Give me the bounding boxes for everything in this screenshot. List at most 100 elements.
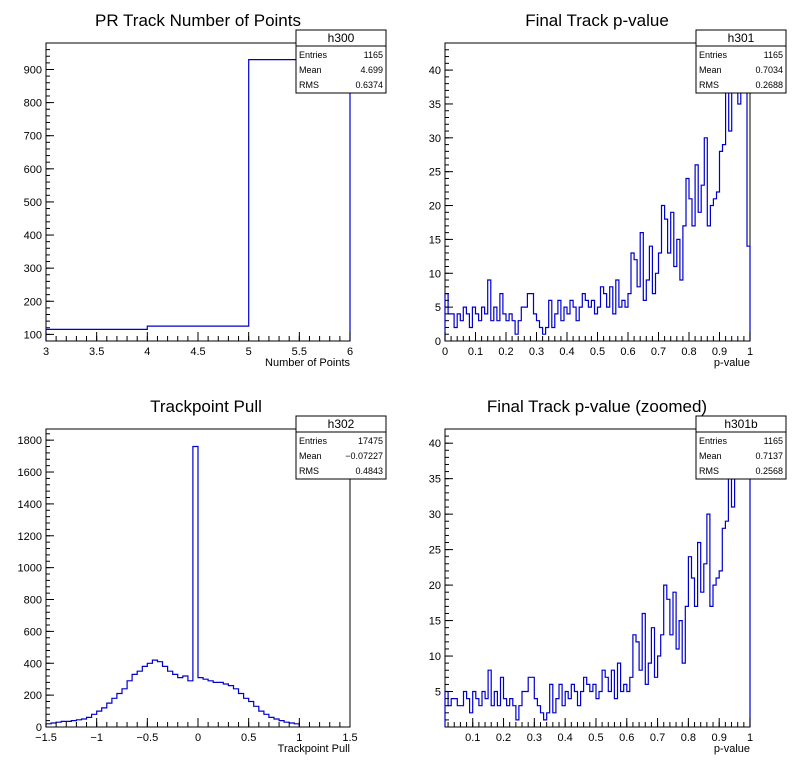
y-tick-label: 15 [429, 616, 441, 628]
y-tick-label: 40 [429, 438, 441, 450]
x-tick-label: 0.5 [588, 732, 603, 744]
stats-key: Entries [699, 50, 728, 60]
stats-key: RMS [299, 466, 319, 476]
y-tick-label: 20 [429, 580, 441, 592]
stats-key: RMS [299, 80, 319, 90]
y-tick-label: 0 [36, 722, 42, 734]
y-tick-label: 25 [429, 167, 441, 179]
stats-box-name: h301b [724, 417, 758, 431]
chart-title: Final Track p-value (zoomed) [487, 397, 707, 416]
chart-title: PR Track Number of Points [95, 11, 301, 30]
x-tick-label: 1 [296, 732, 302, 744]
y-tick-label: 35 [429, 474, 441, 486]
y-tick-label: 200 [24, 690, 42, 702]
x-tick-label: 0.3 [527, 732, 542, 744]
y-tick-label: 500 [24, 197, 42, 209]
x-tick-label: 3.5 [89, 346, 104, 358]
x-tick-label: 0.7 [651, 346, 666, 358]
stats-key: Entries [699, 436, 728, 446]
stats-value: 0.6374 [355, 80, 383, 90]
x-tick-label: 0.8 [681, 732, 696, 744]
x-axis-label: Trackpoint Pull [278, 743, 350, 755]
y-tick-label: 600 [24, 626, 42, 638]
y-tick-label: 1000 [18, 563, 42, 575]
y-tick-label: 35 [429, 99, 441, 111]
stats-key: Entries [299, 50, 328, 60]
y-tick-label: 25 [429, 545, 441, 557]
y-tick-label: 5 [435, 687, 441, 699]
stats-value: 0.2568 [755, 466, 783, 476]
y-tick-label: 300 [24, 263, 42, 275]
x-tick-label: 0.2 [498, 346, 513, 358]
x-tick-label: 0.6 [620, 346, 635, 358]
y-tick-label: 800 [24, 98, 42, 110]
x-tick-label: 1 [747, 732, 753, 744]
stats-value: 17475 [358, 436, 383, 446]
stats-value: 1165 [764, 436, 783, 446]
stats-box-name: h302 [328, 417, 355, 431]
stats-value: 0.7034 [755, 65, 783, 75]
histogram-series [444, 442, 751, 727]
y-tick-label: 1200 [18, 531, 42, 543]
stats-key: RMS [699, 80, 719, 90]
y-tick-label: 5 [435, 302, 441, 314]
x-tick-label: 0.5 [590, 346, 605, 358]
y-tick-label: 800 [24, 595, 42, 607]
x-axis-label: p-value [714, 743, 750, 755]
y-tick-label: 900 [24, 64, 42, 76]
histogram-pad-2: Final Track p-value 0 5 10 15 20 25 30 35 40 0 0.1 0… [429, 11, 787, 369]
x-tick-label: 1 [747, 346, 753, 358]
stats-key: Mean [699, 451, 722, 461]
stats-box-name: h300 [328, 31, 355, 45]
y-tick-label: 600 [24, 164, 42, 176]
y-tick-label: 30 [429, 509, 441, 521]
x-tick-label: 6 [347, 346, 353, 358]
y-tick-label: 200 [24, 296, 42, 308]
y-tick-label: 15 [429, 234, 441, 246]
x-tick-label: −1.5 [35, 732, 57, 744]
y-tick-label: 20 [429, 201, 441, 213]
x-tick-label: 5.5 [292, 346, 307, 358]
x-tick-label: −1 [90, 732, 103, 744]
histogram-series [45, 445, 300, 727]
x-tick-label: 0.1 [468, 346, 483, 358]
x-tick-label: 0.8 [681, 346, 696, 358]
x-tick-label: 3 [43, 346, 49, 358]
stats-key: Mean [299, 65, 322, 75]
x-tick-label: 0 [442, 346, 448, 358]
x-tick-label: 0.4 [559, 346, 574, 358]
x-tick-label: 0 [195, 732, 201, 744]
y-tick-label: 400 [24, 230, 42, 242]
chart-title: Final Track p-value [525, 11, 669, 30]
y-tick-label: 1600 [18, 467, 42, 479]
y-tick-label: 10 [429, 651, 441, 663]
stats-box-frame [695, 415, 787, 480]
x-tick-label: −0.5 [136, 732, 158, 744]
x-tick-label: 5 [246, 346, 252, 358]
stats-box-frame [295, 415, 387, 480]
x-tick-label: 0.9 [712, 732, 727, 744]
y-tick-label: 40 [429, 65, 441, 77]
stats-value: 4.699 [360, 65, 383, 75]
y-tick-label: 10 [429, 268, 441, 280]
histogram-pad-4: Final Track p-value (zoomed) 5 10 15 20 25 30 3… [429, 397, 787, 755]
y-tick-label: 30 [429, 133, 441, 145]
y-tick-label: 1800 [18, 435, 42, 447]
stats-key: Mean [699, 65, 722, 75]
x-tick-label: 4.5 [190, 346, 205, 358]
x-tick-label: 0.3 [529, 346, 544, 358]
stats-key: RMS [699, 466, 719, 476]
stats-value: −0.07227 [345, 451, 383, 461]
y-tick-label: 1400 [18, 499, 42, 511]
stats-box-frame [295, 29, 387, 94]
stats-value: 0.2688 [755, 80, 783, 90]
stats-box-name: h301 [728, 31, 755, 45]
stats-box: h301b Entries 1165 Mean 0.7137 RMS 0.2568 [695, 415, 787, 480]
x-tick-label: 0.4 [558, 732, 573, 744]
y-tick-label: 400 [24, 658, 42, 670]
histogram-pad-1: PR Track Number of Points 100 200 300 400 500… [24, 11, 387, 369]
